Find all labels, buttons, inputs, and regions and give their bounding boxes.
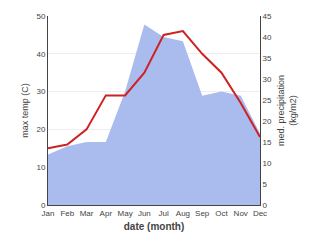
svg-text:45: 45 [263, 12, 272, 21]
svg-text:Aug: Aug [176, 209, 190, 218]
svg-text:10: 10 [263, 159, 272, 168]
svg-text:15: 15 [263, 138, 272, 147]
svg-text:40: 40 [36, 50, 45, 59]
svg-text:Mar: Mar [80, 209, 94, 218]
svg-text:25: 25 [263, 96, 272, 105]
svg-text:0: 0 [263, 201, 268, 210]
svg-text:Oct: Oct [215, 209, 228, 218]
svg-text:Feb: Feb [60, 209, 74, 218]
svg-text:50: 50 [36, 12, 45, 21]
svg-text:20: 20 [36, 125, 45, 134]
svg-text:Jun: Jun [138, 209, 151, 218]
svg-text:20: 20 [263, 117, 272, 126]
svg-text:Sep: Sep [195, 209, 210, 218]
svg-text:Dec: Dec [253, 209, 267, 218]
svg-text:Jul: Jul [159, 209, 169, 218]
svg-text:10: 10 [36, 163, 45, 172]
svg-text:Jan: Jan [42, 209, 55, 218]
svg-text:date (month): date (month) [124, 221, 185, 232]
svg-text:30: 30 [36, 87, 45, 96]
svg-text:max temp (C): max temp (C) [20, 83, 30, 138]
svg-text:Nov: Nov [234, 209, 248, 218]
svg-text:40: 40 [263, 33, 272, 42]
svg-text:May: May [118, 209, 133, 218]
svg-text:5: 5 [263, 180, 268, 189]
svg-text:35: 35 [263, 54, 272, 63]
svg-text:0: 0 [41, 201, 46, 210]
svg-text:Apr: Apr [100, 209, 113, 218]
svg-text:med. precipitation(kg/m2): med. precipitation(kg/m2) [276, 75, 298, 146]
svg-text:30: 30 [263, 75, 272, 84]
